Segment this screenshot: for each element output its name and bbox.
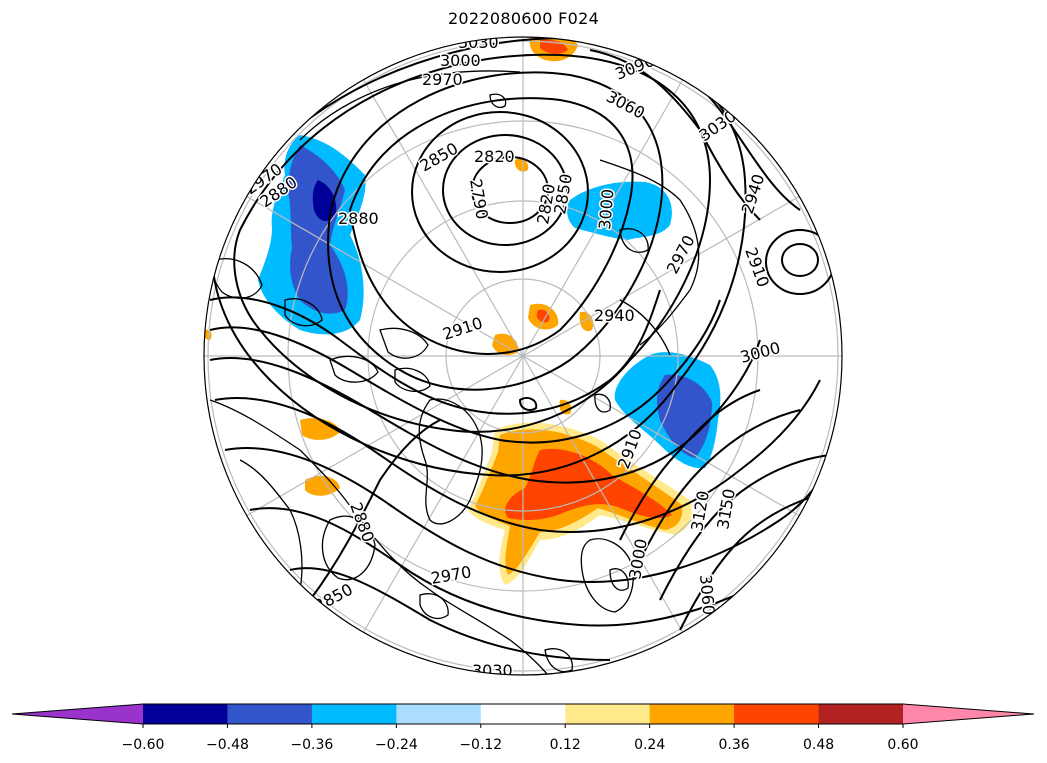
positive-anomaly-region [536,309,550,323]
contour-line [411,111,589,273]
colorbar-tick-label: 0.24 [634,737,665,753]
meridian [522,195,801,357]
contour-label: 3000 [440,51,481,70]
coastline [329,355,379,383]
colorbar-cell [818,704,904,724]
colorbar-tick-label: 0.60 [887,737,918,753]
colorbar-cell [143,704,228,724]
contour-line [639,409,801,561]
colorbar-cell [227,704,313,724]
contour-label: 3030 [472,661,513,680]
colorbar-tick-label: −0.36 [290,737,333,753]
colorbar-tick-label: −0.12 [459,737,502,753]
contour-line [781,243,819,277]
contour-line [518,397,538,411]
coastline [580,538,634,613]
colorbar-tick-label: −0.24 [375,737,418,753]
contour-label: 2970 [422,70,463,89]
colorbar-cell [565,704,651,724]
contour-label: 3060 [696,574,718,616]
contour-label: 3000 [595,188,617,230]
contour-line [659,454,831,601]
meridian [245,355,524,517]
coastline [489,93,507,109]
contour-label: 2940 [594,306,635,325]
colorbar-extend-low [12,704,143,724]
contour-line [471,156,549,224]
contour-line [209,289,661,415]
coastline [284,298,323,327]
meridian [245,195,524,357]
positive-anomaly-region [505,448,672,520]
coastline [419,593,449,619]
contour-line [214,379,821,533]
meridian [522,355,801,517]
coastline [619,228,649,253]
coastline [609,568,629,591]
contour-line [209,299,721,444]
coastline [418,398,483,525]
contour-line [249,507,801,627]
coastline [321,515,376,581]
coastline [599,159,700,346]
colorbar-extend-high [903,704,1034,724]
map-disc: 3030 3000 2970 3090 3060 3030 2820 2850 … [204,37,842,680]
contour-line [349,97,634,355]
height-contours [209,37,841,661]
map-title: 2022080600 F024 [447,9,600,28]
colorbar-tick-label: −0.48 [206,737,249,753]
positive-anomaly-region [305,475,340,496]
contour-label: 2880 [338,209,379,228]
positive-anomaly-region [579,311,594,332]
colorbar-cell [480,704,566,724]
meridian [522,355,684,634]
negative-anomaly-region [657,374,712,458]
colorbar: −0.60 −0.48 −0.36 −0.24 −0.12 0.12 0.24 0.36 0.4… [11,703,1035,753]
contour-line [233,53,712,433]
map-boundary [203,36,843,676]
coastline [594,393,611,413]
colorbar-tick-label: 0.48 [803,737,834,753]
colorbar-cell [649,704,735,724]
coastline [394,367,431,392]
negative-anomaly-region [567,181,672,240]
meridian [362,78,524,357]
contour-line [589,49,761,221]
negative-anomaly-region [288,145,348,314]
positive-anomaly-region [204,329,212,340]
meridian [522,78,684,357]
contour-label: 2820 [474,147,515,166]
coastline [544,648,573,673]
colorbar-cell [734,704,820,724]
contour-line [309,419,441,601]
contour-line [211,37,747,477]
colorbar-cell [396,704,482,724]
colorbar-tick-label: −0.60 [122,737,165,753]
colorbar-tick-label: 0.12 [550,737,581,753]
contour-line [442,134,568,246]
coastline [379,327,429,359]
contour-line [224,439,841,583]
colorbar-cell [311,704,397,724]
contour-line [619,389,761,541]
contour-line [289,567,611,661]
contour-line [327,71,664,391]
positive-anomaly-region [514,158,529,172]
coastline [209,399,561,675]
colorbar-tick-label: 0.36 [719,737,750,753]
